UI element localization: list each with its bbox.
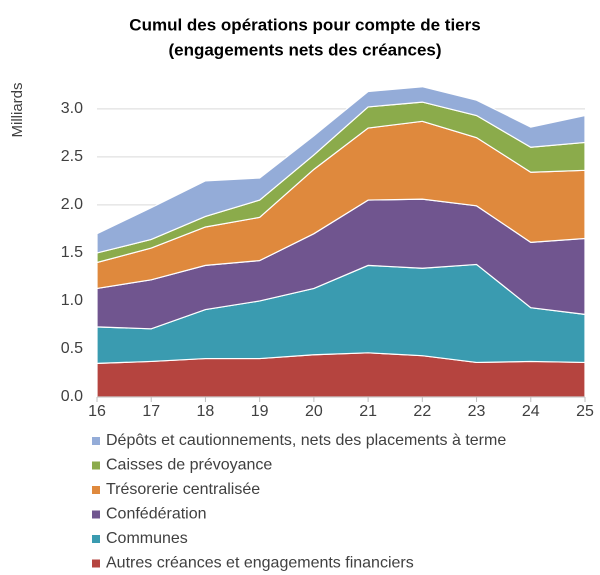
x-tick-label: 22 [413, 403, 431, 420]
y-tick-label: 3.0 [61, 100, 83, 117]
legend-label: Dépôts et cautionnements, nets des place… [106, 432, 506, 449]
y-tick-label: 2.0 [61, 196, 83, 213]
legend-label: Autres créances et engagements financier… [106, 555, 414, 572]
y-tick-label: 0.5 [61, 340, 83, 357]
x-tick-label: 21 [359, 403, 377, 420]
x-tick-label: 20 [305, 403, 323, 420]
legend-swatch [92, 510, 100, 519]
x-tick-label: 17 [142, 403, 160, 420]
legend-swatch [92, 486, 100, 494]
legend-swatch [92, 559, 100, 568]
legend-label: Trésorerie centralisée [106, 481, 260, 498]
x-tick-label: 23 [468, 403, 486, 420]
legend-label: Confédération [106, 506, 207, 523]
x-tick-label: 25 [576, 403, 594, 420]
legend-label: Communes [106, 530, 188, 547]
x-tick-label: 24 [522, 403, 540, 420]
area [96, 86, 586, 254]
x-tick-label: 16 [88, 403, 106, 420]
legend-label: Caisses de prévoyance [106, 457, 272, 474]
y-tick-label: 2.5 [61, 148, 83, 165]
y-tick-label: 1.5 [61, 244, 83, 261]
legend-swatch [92, 461, 100, 470]
y-axis-label: Milliards [9, 82, 26, 137]
x-tick-label: 19 [251, 403, 269, 420]
legend-swatch [92, 535, 100, 543]
x-tick-label: 18 [197, 403, 215, 420]
y-tick-label: 0.0 [61, 388, 83, 405]
legend-swatch [92, 437, 100, 445]
chart-title: Cumul des opérations pour compte de tier… [129, 15, 480, 34]
chart-title: (engagements nets des créances) [168, 40, 441, 59]
y-tick-label: 1.0 [61, 292, 83, 309]
